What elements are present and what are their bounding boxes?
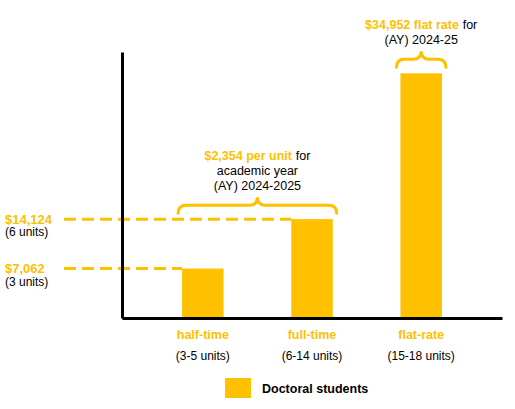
annotation-line: academic year xyxy=(217,164,298,178)
grid xyxy=(64,219,291,268)
x-tick-label: flat-rate xyxy=(398,328,444,342)
annotation-highlight: $2,354 per unit xyxy=(204,149,292,163)
y-tick-note: (3 units) xyxy=(5,275,48,289)
x-tick-note: (15-18 units) xyxy=(388,349,455,363)
annotation: $34,952 flat rate for (AY) 2024-25 xyxy=(365,18,477,47)
annotation-brace xyxy=(178,197,337,213)
x-tick: half-time xyxy=(177,328,229,342)
bar xyxy=(182,269,223,318)
x-tick-note: (6-14 units) xyxy=(282,349,343,363)
plot: $7,062$14,124(3 units) (6 units) half-time… xyxy=(5,18,503,363)
x-tick-note: (3-5 units) xyxy=(176,349,230,363)
x-tick-label: half-time xyxy=(177,328,229,342)
x-tick: flat-rate xyxy=(398,328,444,342)
annotation-line: (AY) 2024-2025 xyxy=(214,179,301,193)
y-axis: $7,062$14,124 xyxy=(5,53,123,319)
annotation-line: $2,354 per unit for xyxy=(204,149,310,163)
x-axis-line xyxy=(123,317,503,320)
bar xyxy=(400,73,441,318)
legend-label: Doctoral students xyxy=(262,382,368,396)
annotation-text: for xyxy=(463,18,478,32)
bar xyxy=(291,219,332,318)
annotation-text: for xyxy=(296,149,311,163)
legend-swatch xyxy=(225,378,251,398)
legend: Doctoral students xyxy=(225,378,368,398)
chart-svg: $7,062$14,124(3 units) (6 units) half-time… xyxy=(0,0,515,409)
x-tick: full-time xyxy=(288,328,337,342)
annotation-brace xyxy=(396,51,445,67)
annotation-highlight: $34,952 flat rate xyxy=(365,18,459,32)
x-tick-label: full-time xyxy=(288,328,337,342)
x-axis: half-time full-time flat-rate xyxy=(123,319,503,342)
y-axis-line xyxy=(121,53,124,319)
y-tick-note: (6 units) xyxy=(5,225,48,239)
bars xyxy=(182,73,442,318)
annotation-line: (AY) 2024-25 xyxy=(384,33,457,47)
grid-line xyxy=(64,218,291,221)
annotation: $2,354 per unit foracademic year(AY) 2024… xyxy=(204,149,310,193)
annotation-line: $34,952 flat rate for xyxy=(365,18,477,32)
chart-root: $7,062$14,124(3 units) (6 units) half-time… xyxy=(0,0,515,409)
